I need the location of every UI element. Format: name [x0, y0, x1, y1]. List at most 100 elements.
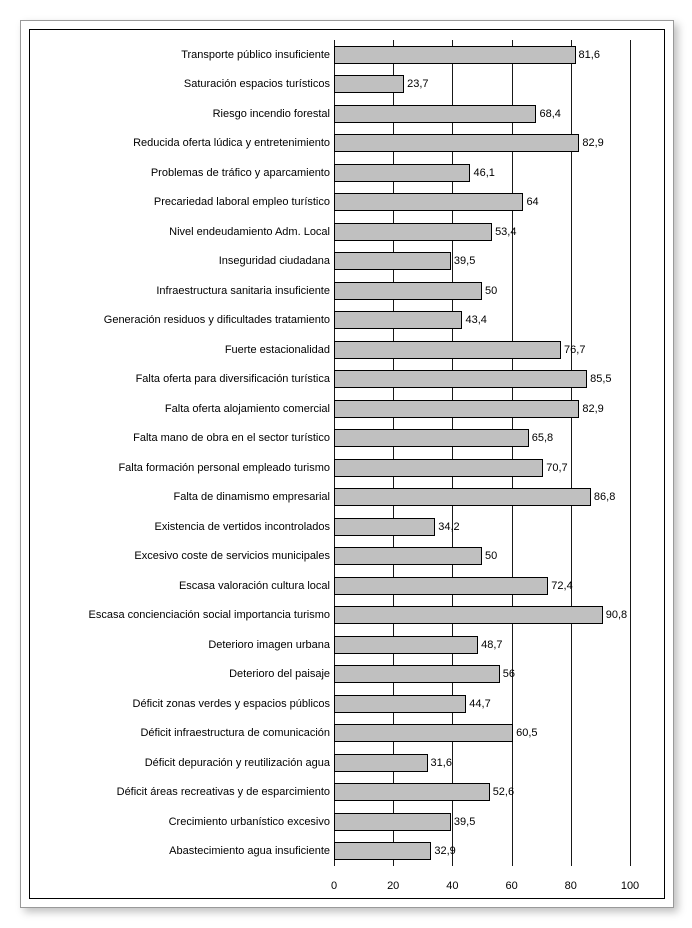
value-label: 43,4 [465, 314, 486, 326]
value-label: 34,2 [438, 521, 459, 533]
value-label: 39,5 [454, 255, 475, 267]
bar [334, 488, 591, 506]
category-label: Fuerte estacionalidad [30, 344, 334, 356]
bar [334, 459, 543, 477]
bar [334, 75, 404, 93]
category-label: Riesgo incendio forestal [30, 108, 334, 120]
category-label: Falta oferta para diversificación turíst… [30, 373, 334, 385]
category-label: Déficit áreas recreativas y de esparcimi… [30, 786, 334, 798]
category-label: Saturación espacios turísticos [30, 78, 334, 90]
value-label: 65,8 [532, 432, 553, 444]
bar-row: Deterioro imagen urbana48,7 [30, 630, 664, 660]
category-label: Falta mano de obra en el sector turístic… [30, 432, 334, 444]
bar [334, 429, 529, 447]
value-label: 82,9 [582, 137, 603, 149]
bar [334, 311, 462, 329]
x-tick-label: 100 [621, 880, 639, 892]
value-label: 72,4 [551, 580, 572, 592]
value-label: 52,6 [493, 786, 514, 798]
value-label: 31,6 [431, 757, 452, 769]
bar [334, 282, 482, 300]
category-label: Escasa concienciación social importancia… [30, 609, 334, 621]
category-label: Reducida oferta lúdica y entretenimiento [30, 137, 334, 149]
bar [334, 842, 431, 860]
value-label: 64 [526, 196, 538, 208]
x-tick-label: 80 [565, 880, 577, 892]
bar [334, 134, 579, 152]
category-label: Nivel endeudamiento Adm. Local [30, 226, 334, 238]
category-label: Transporte público insuficiente [30, 49, 334, 61]
value-label: 85,5 [590, 373, 611, 385]
bar-row: Inseguridad ciudadana 39,5 [30, 247, 664, 277]
x-tick-label: 60 [505, 880, 517, 892]
bar [334, 518, 435, 536]
bar-row: Excesivo coste de servicios municipales5… [30, 542, 664, 572]
value-label: 76,7 [564, 344, 585, 356]
x-tick-label: 20 [387, 880, 399, 892]
x-tick-label: 0 [331, 880, 337, 892]
category-label: Existencia de vertidos incontrolados [30, 521, 334, 533]
bar-row: Déficit zonas verdes y espacios públicos… [30, 689, 664, 719]
bar [334, 370, 587, 388]
category-label: Precariedad laboral empleo turístico [30, 196, 334, 208]
bar [334, 46, 576, 64]
bar-row: Nivel endeudamiento Adm. Local 53,4 [30, 217, 664, 247]
category-label: Falta de dinamismo empresarial [30, 491, 334, 503]
value-label: 53,4 [495, 226, 516, 238]
value-label: 39,5 [454, 816, 475, 828]
bar-row: Reducida oferta lúdica y entretenimiento… [30, 129, 664, 159]
category-label: Inseguridad ciudadana [30, 255, 334, 267]
value-label: 50 [485, 285, 497, 297]
value-label: 56 [503, 668, 515, 680]
category-label: Déficit depuración y reutilización agua [30, 757, 334, 769]
category-label: Déficit zonas verdes y espacios públicos [30, 698, 334, 710]
bar [334, 164, 470, 182]
chart-inner: 0 20 40 60 80 100 Transporte público insuficie… [29, 29, 665, 899]
value-label: 46,1 [473, 167, 494, 179]
category-label: Escasa valoración cultura local [30, 580, 334, 592]
bar [334, 105, 536, 123]
bar-row: Existencia de vertidos incontrolados 34,2 [30, 512, 664, 542]
category-label: Excesivo coste de servicios municipales [30, 550, 334, 562]
bar [334, 754, 428, 772]
bar [334, 724, 513, 742]
bar [334, 783, 490, 801]
chart-container: 0 20 40 60 80 100 Transporte público insuficie… [20, 20, 674, 908]
bar-row: Crecimiento urbanístico excesivo 39,5 [30, 807, 664, 837]
bar-row: Deterioro del paisaje 56 [30, 660, 664, 690]
bar-row: Falta mano de obra en el sector turístic… [30, 424, 664, 454]
bar [334, 636, 478, 654]
bar [334, 223, 492, 241]
category-label: Falta formación personal empleado turism… [30, 462, 334, 474]
bar [334, 695, 466, 713]
plot-area: 0 20 40 60 80 100 Transporte público insuficie… [30, 30, 664, 898]
bar [334, 252, 451, 270]
bar [334, 341, 561, 359]
bar-row: Déficit infraestructura de comunicación 6… [30, 719, 664, 749]
category-label: Déficit infraestructura de comunicación [30, 727, 334, 739]
category-label: Crecimiento urbanístico excesivo [30, 816, 334, 828]
bar-row: Déficit áreas recreativas y de esparcimi… [30, 778, 664, 808]
bar-row: Fuerte estacionalidad 76,7 [30, 335, 664, 365]
bar [334, 400, 579, 418]
bar-row: Saturación espacios turísticos23,7 [30, 70, 664, 100]
category-label: Infraestructura sanitaria insuficiente [30, 285, 334, 297]
bar-row: Abastecimiento agua insuficiente32,9 [30, 837, 664, 867]
value-label: 86,8 [594, 491, 615, 503]
category-label: Abastecimiento agua insuficiente [30, 845, 334, 857]
category-label: Problemas de tráfico y aparcamiento [30, 167, 334, 179]
bar-row: Escasa concienciación social importancia… [30, 601, 664, 631]
bar [334, 606, 603, 624]
bar-row: Riesgo incendio forestal 68,4 [30, 99, 664, 129]
x-tick-label: 40 [446, 880, 458, 892]
bar-row: Falta de dinamismo empresarial 86,8 [30, 483, 664, 513]
value-label: 68,4 [539, 108, 560, 120]
category-label: Deterioro del paisaje [30, 668, 334, 680]
value-label: 60,5 [516, 727, 537, 739]
bar-row: Falta oferta para diversificación turíst… [30, 365, 664, 395]
category-label: Deterioro imagen urbana [30, 639, 334, 651]
bar-row: Transporte público insuficiente 81,6 [30, 40, 664, 70]
bar-row: Falta formación personal empleado turism… [30, 453, 664, 483]
value-label: 44,7 [469, 698, 490, 710]
value-label: 81,6 [579, 49, 600, 61]
